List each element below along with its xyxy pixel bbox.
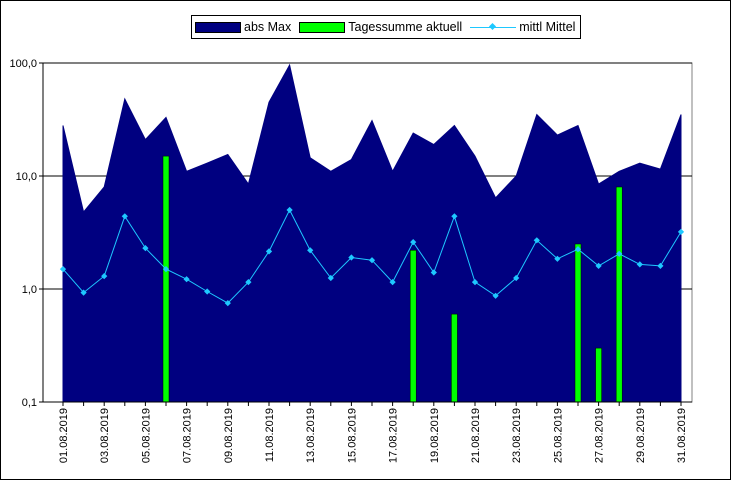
mittl-mittel-point xyxy=(348,254,355,261)
x-tick-label: 25.08.2019 xyxy=(552,408,564,463)
legend-entry-abs-max: abs Max xyxy=(195,20,291,34)
x-tick-label: 05.08.2019 xyxy=(140,408,152,463)
y-tick-label: 1,0 xyxy=(22,284,37,296)
tagessumme-bar xyxy=(451,313,458,403)
mittl-mittel-point xyxy=(121,213,128,220)
x-tick-label: 03.08.2019 xyxy=(99,408,111,463)
mittl-mittel-point xyxy=(368,257,376,264)
x-tick-label: 27.08.2019 xyxy=(594,408,606,463)
x-tick-label: 07.08.2019 xyxy=(182,408,194,463)
axes xyxy=(39,62,692,406)
x-tick-label: 23.08.2019 xyxy=(511,408,523,463)
mittl-mittel-point xyxy=(183,276,190,283)
mittl-mittel-point xyxy=(492,292,499,299)
mittl-mittel-point xyxy=(595,262,602,270)
x-tick-label: 09.08.2019 xyxy=(223,408,235,463)
legend-label-abs-max: abs Max xyxy=(244,20,292,34)
mittl-mittel-point xyxy=(410,238,417,246)
mittl-mittel-point xyxy=(430,269,437,276)
tagessumme-bar xyxy=(574,243,582,403)
x-tick-label: 31.08.2019 xyxy=(676,408,688,463)
legend-entry-mittl-mittel: mittl Mittel xyxy=(470,20,575,34)
y-tick-label: 10,0 xyxy=(16,171,37,183)
abs-max-swatch-icon xyxy=(195,21,241,33)
x-tick-label: 17.08.2019 xyxy=(388,408,400,463)
mittl-mittel-point xyxy=(636,261,643,268)
tagessumme-bar xyxy=(615,186,623,403)
legend: abs Max Tagessumme aktuell mittl Mittel xyxy=(191,15,582,39)
mittl-mittel-point xyxy=(471,278,479,286)
abs-max-area-layer xyxy=(62,63,682,403)
abs-max-area xyxy=(62,63,682,403)
x-tick-label: 21.08.2019 xyxy=(470,408,482,463)
x-tick-label: 13.08.2019 xyxy=(305,408,317,463)
x-tick-label: 29.08.2019 xyxy=(635,408,647,463)
x-tick-label: 19.08.2019 xyxy=(429,408,441,463)
tagessumme-bar xyxy=(409,250,417,403)
x-tick-label: 11.08.2019 xyxy=(264,408,276,462)
legend-entry-tagessumme: Tagessumme aktuell xyxy=(299,20,462,34)
x-tick-label: 15.08.2019 xyxy=(346,408,358,463)
tagessumme-bar xyxy=(595,347,602,403)
tagessumme-bar xyxy=(162,155,170,403)
y-tick-labels: 0,1 1,0 10,0 100,0 xyxy=(9,58,37,409)
y-tick-label: 0,1 xyxy=(22,397,37,409)
mittl-mittel-point xyxy=(554,255,561,262)
mittl-mittel-point xyxy=(389,278,396,286)
y-tick-label: 100,0 xyxy=(9,58,37,70)
mittl-mittel-line-icon xyxy=(470,22,517,33)
legend-label-tagessumme: Tagessumme aktuell xyxy=(348,20,463,34)
tagessumme-swatch-icon xyxy=(299,21,346,33)
mittl-mittel-point xyxy=(657,262,664,270)
x-tick-labels: 01.08.2019 03.08.2019 05.08.2019 07.08.2019… xyxy=(58,408,688,463)
x-tick-label: 01.08.2019 xyxy=(58,408,70,463)
mittl-mittel-point xyxy=(327,274,334,282)
legend-label-mittl-mittel: mittl Mittel xyxy=(519,20,576,34)
